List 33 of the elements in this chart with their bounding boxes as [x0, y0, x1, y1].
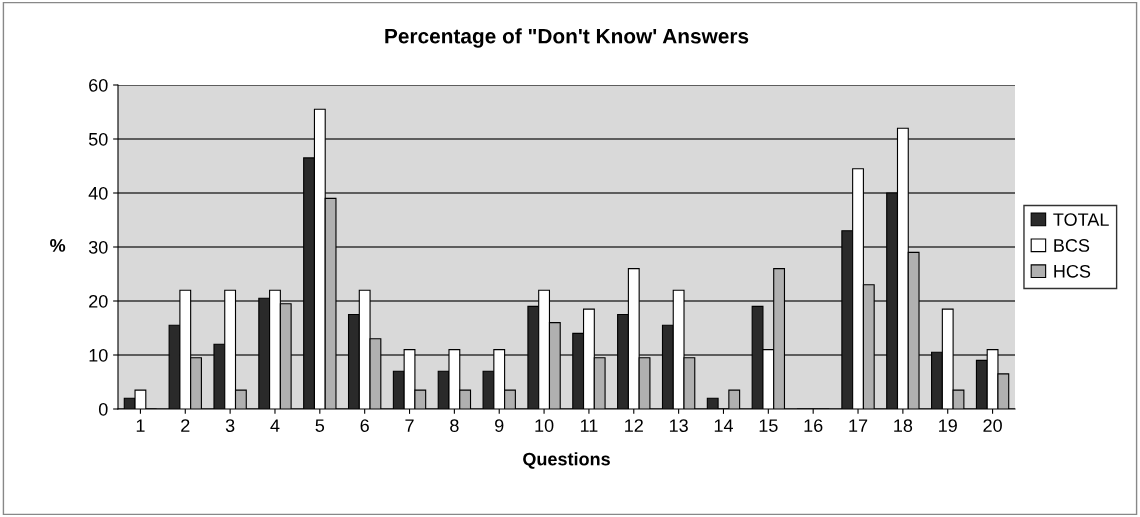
x-tick-label: 9 — [495, 419, 504, 432]
x-tick-label: 1 — [136, 419, 145, 432]
x-tick-label: 4 — [270, 419, 280, 432]
x-tick-label: 17 — [849, 419, 868, 432]
x-tick-label: 6 — [360, 419, 369, 432]
x-tick-label: 12 — [625, 419, 643, 432]
legend-label: TOTAL — [1053, 213, 1109, 226]
y-tick-label: 10 — [89, 348, 108, 362]
y-tick-label: 0 — [98, 402, 108, 416]
x-tick-label: 3 — [225, 419, 235, 432]
y-axis-title: % — [50, 239, 66, 252]
y-tick-label: 20 — [89, 294, 108, 308]
x-tick-label: 2 — [181, 419, 190, 432]
chart-title: Percentage of "Don't Know' Answers — [385, 28, 749, 48]
x-tick-label: 11 — [580, 419, 598, 432]
x-tick-label: 8 — [450, 419, 459, 432]
x-tick-label: 20 — [983, 419, 1002, 432]
x-tick-label: 7 — [405, 419, 414, 432]
y-tick-label: 30 — [88, 240, 108, 254]
legend-label: BCS — [1054, 239, 1090, 252]
x-tick-label: 16 — [804, 419, 823, 432]
x-axis-title: Questions — [523, 452, 610, 469]
x-tick-label: 14 — [714, 419, 733, 432]
x-tick-label: 5 — [315, 419, 325, 432]
y-tick-label: 40 — [88, 186, 108, 200]
x-tick-label: 18 — [894, 419, 913, 432]
x-tick-label: 13 — [669, 419, 688, 432]
legend-label: HCS — [1054, 264, 1091, 278]
x-tick-label: 19 — [939, 419, 957, 432]
x-tick-label: 10 — [535, 419, 554, 432]
y-tick-label: 60 — [89, 78, 108, 92]
y-tick-label: 50 — [88, 132, 108, 146]
x-tick-label: 15 — [759, 419, 778, 432]
